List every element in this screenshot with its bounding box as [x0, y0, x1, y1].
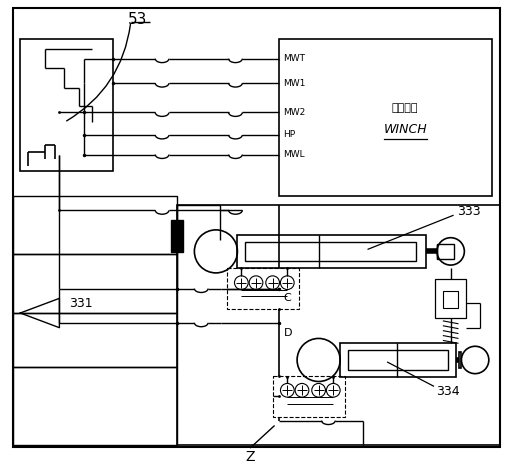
Bar: [437, 244, 453, 259]
Bar: [171, 220, 183, 252]
Text: 334: 334: [436, 385, 460, 398]
Bar: [245, 242, 417, 261]
Bar: [340, 343, 456, 377]
Text: 绞车系统: 绞车系统: [392, 103, 419, 113]
Text: MWL: MWL: [283, 150, 305, 159]
Bar: [13, 196, 177, 254]
Bar: [348, 350, 448, 370]
Bar: [443, 292, 459, 308]
Bar: [460, 352, 461, 368]
Text: 53: 53: [128, 12, 147, 27]
Bar: [21, 39, 113, 171]
Text: MW1: MW1: [283, 79, 306, 87]
Text: WINCH: WINCH: [383, 123, 427, 136]
Bar: [177, 206, 500, 445]
Bar: [227, 268, 299, 309]
Text: 331: 331: [69, 297, 93, 310]
Text: MW2: MW2: [283, 108, 306, 117]
Bar: [13, 254, 177, 313]
Bar: [13, 367, 177, 445]
Text: MWT: MWT: [283, 54, 305, 63]
Bar: [272, 376, 345, 417]
Text: D: D: [283, 328, 292, 338]
Text: Z: Z: [245, 450, 255, 464]
Text: HP: HP: [283, 131, 295, 140]
Bar: [13, 313, 177, 367]
Bar: [280, 39, 492, 196]
Bar: [435, 279, 466, 318]
Text: C: C: [283, 293, 291, 304]
Text: 333: 333: [458, 205, 481, 218]
Bar: [238, 235, 426, 268]
